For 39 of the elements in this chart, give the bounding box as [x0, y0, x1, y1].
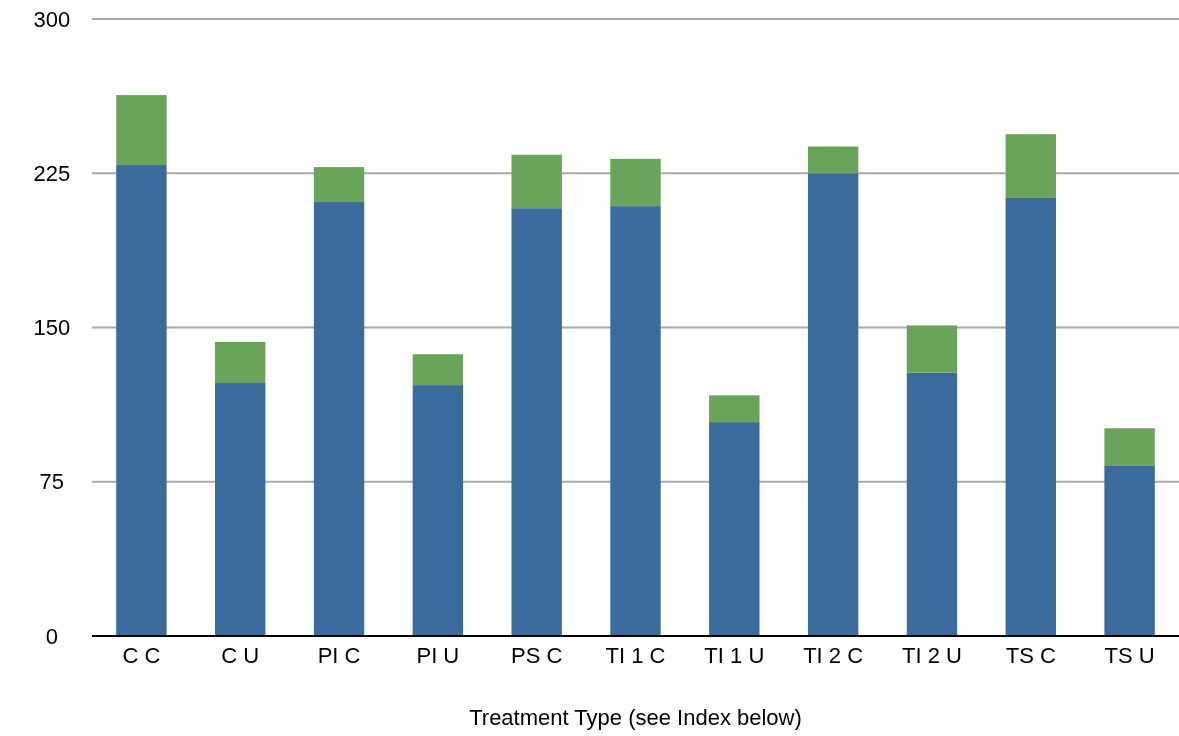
bar [709, 422, 760, 636]
bar [906, 372, 958, 636]
x-tick-label: C C [122, 643, 161, 669]
bar [1005, 197, 1056, 636]
x-tick-label: PI U [416, 643, 460, 669]
x-tick-label: TI 1 U [704, 643, 765, 669]
y-tick-label: 75 [39, 469, 65, 495]
bar [1104, 428, 1155, 466]
bar [116, 165, 167, 636]
y-tick-label: 0 [45, 623, 58, 649]
x-tick-label: TI 2 U [902, 643, 962, 669]
x-tick-label: PS C [511, 643, 563, 669]
x-tick-label: TS U [1104, 643, 1155, 669]
bar [215, 341, 266, 384]
x-axis-title: Treatment Type (see Index below) [469, 705, 802, 730]
x-tick-label: C U [221, 643, 260, 669]
bar [412, 354, 464, 386]
bar [709, 395, 760, 423]
x-tick-label: TI 2 C [803, 643, 864, 669]
bar [116, 95, 167, 166]
bar [412, 385, 464, 636]
bar [610, 206, 661, 636]
bar [807, 146, 859, 174]
bar [807, 173, 859, 636]
bar [906, 325, 958, 373]
bar [313, 167, 365, 203]
y-tick-label: 300 [33, 6, 71, 32]
bar [610, 158, 661, 207]
bar [1005, 134, 1056, 198]
x-tick-label: TI 1 C [605, 643, 666, 669]
bar [511, 208, 562, 636]
bar [215, 383, 266, 636]
bar [313, 202, 365, 636]
x-tick-label: PI C [317, 643, 361, 669]
bar [1104, 465, 1155, 636]
y-tick-label: 225 [33, 160, 71, 186]
bar [511, 154, 562, 209]
x-tick-label: TS C [1005, 643, 1056, 669]
y-tick-label: 150 [33, 315, 71, 341]
